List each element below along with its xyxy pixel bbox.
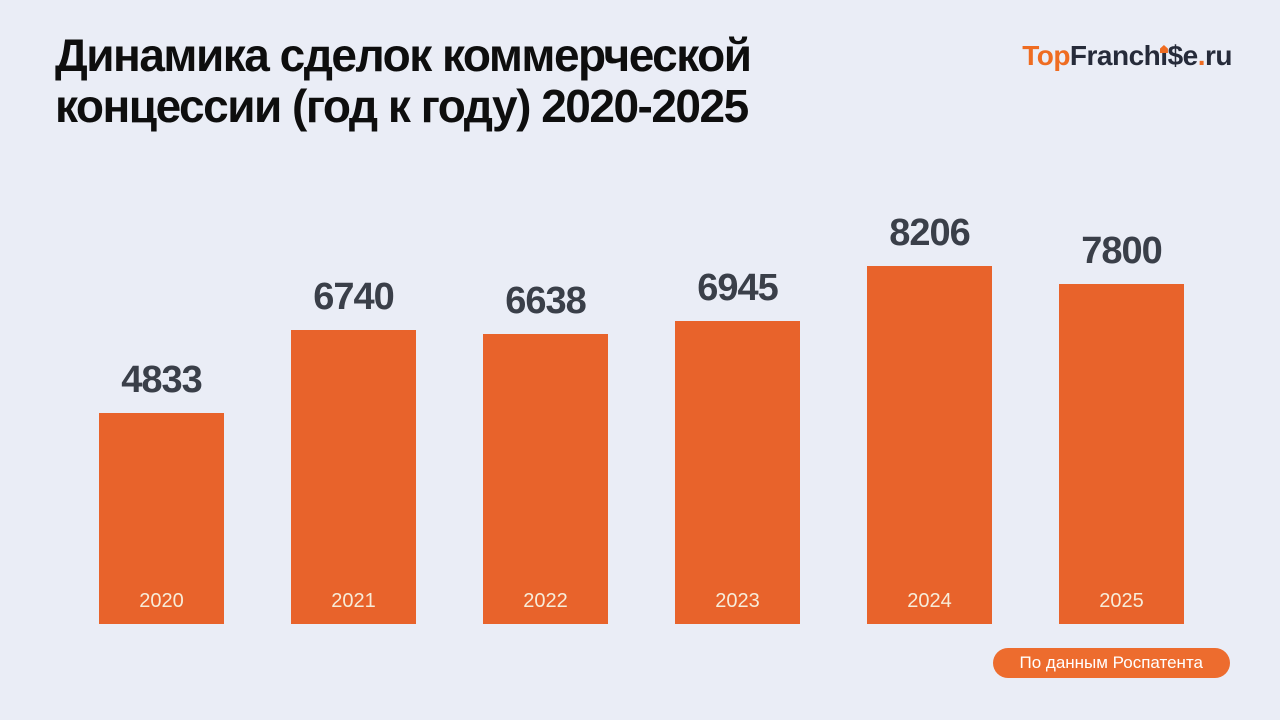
logo-letter-i: ı xyxy=(1159,40,1168,71)
bar-2022: 2022 xyxy=(483,334,608,624)
bar-category-label: 2023 xyxy=(715,590,760,612)
bar-chart: 4833 2020 6740 2021 6638 2022 6945 2023 8206 2024… xyxy=(99,0,1184,624)
logo-text-ru: ru xyxy=(1205,40,1233,71)
bar-value-label: 6638 xyxy=(505,280,587,322)
bar-category-label: 2020 xyxy=(139,590,184,612)
page-title-line-2: концессии (год к году) 2020-2025 xyxy=(55,80,749,132)
bar-column-2022: 6638 2022 xyxy=(483,282,608,624)
bar-2024: 2024 xyxy=(867,266,992,624)
logo-text-se: $e xyxy=(1167,40,1199,71)
source-badge: По данным Роспатента xyxy=(992,648,1230,678)
bar-column-2025: 7800 2025 xyxy=(1059,232,1184,624)
topfranchise-logo: TopFranchı $e.ru xyxy=(1022,42,1232,70)
logo-text-franch: Franch xyxy=(1069,40,1161,71)
bar-value-label: 4833 xyxy=(121,359,203,401)
bar-category-label: 2021 xyxy=(331,590,376,612)
bar-value-label: 8206 xyxy=(889,212,971,254)
bar-column-2020: 4833 2020 xyxy=(99,361,224,624)
bar-column-2024: 8206 2024 xyxy=(867,214,992,624)
logo-text-top: Top xyxy=(1022,40,1070,71)
bar-category-label: 2025 xyxy=(1099,590,1144,612)
bar-column-2021: 6740 2021 xyxy=(291,278,416,624)
bar-2025: 2025 xyxy=(1059,284,1184,624)
bar-category-label: 2022 xyxy=(523,590,568,612)
page-title-line-1: Динамика сделок коммерческой xyxy=(55,29,752,81)
bar-2020: 2020 xyxy=(99,413,224,624)
bar-2021: 2021 xyxy=(291,330,416,624)
source-badge-label: По данным Роспатента xyxy=(1019,653,1204,672)
bar-value-label: 6740 xyxy=(313,276,395,318)
bar-category-label: 2024 xyxy=(907,590,952,612)
logo-domain-dot: . xyxy=(1197,40,1206,71)
bar-value-label: 7800 xyxy=(1081,230,1163,272)
bar-value-label: 6945 xyxy=(697,267,779,309)
logo-i-dot-icon xyxy=(1159,45,1168,53)
page-title: Динамика сделок коммерческой концессии (… xyxy=(55,29,752,132)
logo-i-glyph: ı xyxy=(1160,40,1168,71)
bar-column-2023: 6945 2023 xyxy=(675,269,800,624)
bar-2023: 2023 xyxy=(675,321,800,624)
